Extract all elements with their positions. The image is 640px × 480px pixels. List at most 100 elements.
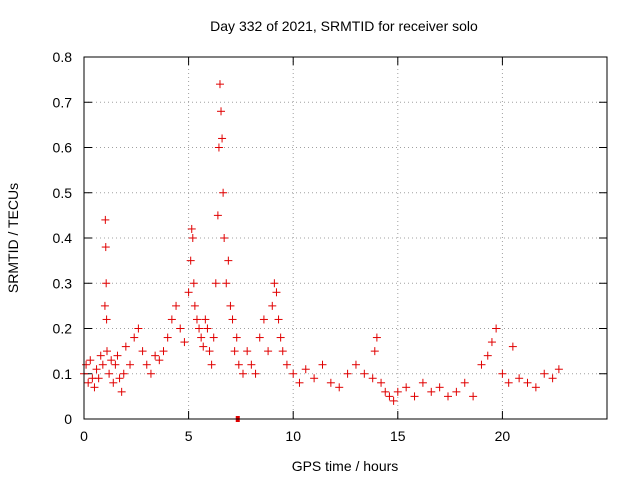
data-point bbox=[155, 356, 164, 365]
data-point bbox=[189, 279, 198, 288]
data-point bbox=[504, 378, 513, 387]
data-point bbox=[487, 338, 496, 347]
data-point bbox=[492, 324, 501, 333]
data-point bbox=[444, 392, 453, 401]
data-point bbox=[255, 333, 264, 342]
data-point bbox=[186, 256, 195, 265]
data-point bbox=[224, 256, 233, 265]
data-point bbox=[477, 360, 486, 369]
data-point bbox=[418, 378, 427, 387]
y-tick-label: 0.8 bbox=[53, 49, 73, 65]
data-point bbox=[82, 360, 91, 369]
data-point bbox=[130, 333, 139, 342]
data-point bbox=[167, 315, 176, 324]
data-point bbox=[187, 224, 196, 233]
data-point bbox=[295, 378, 304, 387]
data-point bbox=[184, 288, 193, 297]
data-point bbox=[264, 347, 273, 356]
data-point bbox=[98, 360, 107, 369]
data-point bbox=[370, 347, 379, 356]
data-point bbox=[90, 383, 99, 392]
data-point bbox=[192, 315, 201, 324]
data-point bbox=[134, 324, 143, 333]
data-point bbox=[102, 279, 111, 288]
data-point bbox=[102, 315, 111, 324]
data-point bbox=[222, 279, 231, 288]
data-point bbox=[176, 324, 185, 333]
data-point bbox=[111, 360, 120, 369]
data-point bbox=[96, 351, 105, 360]
x-tick-label: 15 bbox=[390, 428, 406, 444]
data-point bbox=[92, 365, 101, 374]
data-point bbox=[301, 365, 310, 374]
data-point bbox=[228, 315, 237, 324]
data-point bbox=[101, 215, 110, 224]
data-point bbox=[393, 387, 402, 396]
x-axis-ticks: 0 5 10 15 20 bbox=[80, 57, 510, 444]
data-point bbox=[146, 369, 155, 378]
data-point bbox=[226, 301, 235, 310]
data-point bbox=[276, 333, 285, 342]
chart-title: Day 332 of 2021, SRMTID for receiver sol… bbox=[210, 18, 478, 34]
data-point bbox=[310, 374, 319, 383]
data-point bbox=[531, 383, 540, 392]
x-axis-label: GPS time / hours bbox=[292, 458, 399, 474]
y-tick-label: 0.3 bbox=[53, 275, 73, 291]
data-point bbox=[385, 392, 394, 401]
data-point bbox=[515, 374, 524, 383]
data-point bbox=[523, 378, 532, 387]
data-point bbox=[142, 360, 151, 369]
y-tick-label: 0.2 bbox=[53, 321, 73, 337]
data-point bbox=[508, 342, 517, 351]
data-point bbox=[351, 360, 360, 369]
data-point bbox=[427, 387, 436, 396]
data-point bbox=[105, 369, 114, 378]
data-point bbox=[251, 369, 260, 378]
data-point bbox=[215, 80, 224, 89]
data-point bbox=[163, 333, 172, 342]
data-point bbox=[213, 211, 222, 220]
data-point bbox=[119, 369, 128, 378]
data-point bbox=[234, 360, 243, 369]
data-point bbox=[109, 378, 118, 387]
data-point bbox=[217, 107, 226, 116]
data-point bbox=[232, 333, 241, 342]
data-point bbox=[259, 315, 268, 324]
data-point bbox=[343, 369, 352, 378]
data-point bbox=[230, 347, 239, 356]
data-point bbox=[126, 360, 135, 369]
data-point bbox=[389, 396, 398, 405]
plot-frame bbox=[83, 56, 608, 420]
x-tick-label: 5 bbox=[185, 428, 193, 444]
data-point bbox=[209, 333, 218, 342]
data-point bbox=[243, 347, 252, 356]
data-point bbox=[548, 374, 557, 383]
data-point bbox=[103, 347, 112, 356]
data-point bbox=[335, 383, 344, 392]
data-point bbox=[180, 338, 189, 347]
data-point bbox=[199, 342, 208, 351]
data-point bbox=[100, 301, 109, 310]
y-tick-label: 0 bbox=[64, 411, 72, 427]
data-point bbox=[278, 347, 287, 356]
x-tick-label: 20 bbox=[495, 428, 511, 444]
data-point bbox=[289, 369, 298, 378]
data-point bbox=[214, 143, 223, 152]
x-tick-label: 0 bbox=[80, 428, 88, 444]
data-point bbox=[115, 374, 124, 383]
data-point bbox=[360, 369, 369, 378]
data-point bbox=[247, 360, 256, 369]
y-tick-label: 0.6 bbox=[53, 140, 73, 156]
data-point bbox=[190, 301, 199, 310]
data-point bbox=[452, 387, 461, 396]
y-tick-label: 0.5 bbox=[53, 185, 73, 201]
data-point bbox=[498, 369, 507, 378]
data-point bbox=[151, 351, 160, 360]
data-point bbox=[121, 342, 130, 351]
data-point bbox=[377, 378, 386, 387]
data-point bbox=[86, 356, 95, 365]
data-point bbox=[410, 392, 419, 401]
data-point bbox=[207, 360, 216, 369]
